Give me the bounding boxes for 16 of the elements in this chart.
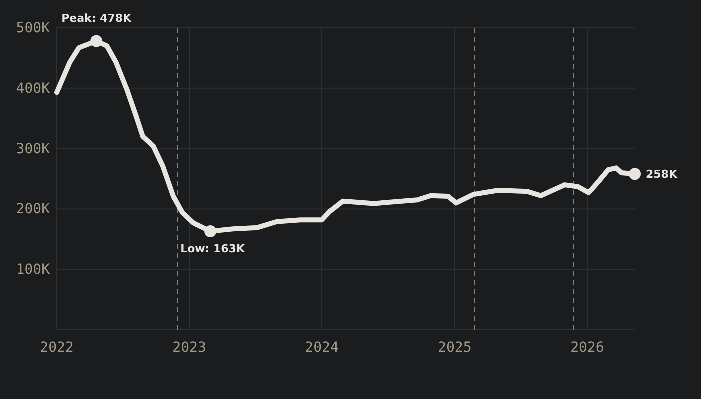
x-tick-label: 2023 (172, 340, 206, 356)
y-tick-label: 100K (16, 262, 51, 278)
annotation: Low: 163K (180, 242, 246, 256)
y-tick-label: 300K (16, 141, 51, 158)
point (629, 168, 641, 180)
y-tick-label: 500K (16, 20, 51, 36)
x-tick-label: 2025 (438, 340, 472, 356)
x-tick-label: 2024 (305, 340, 339, 356)
y-tick-label: 200K (16, 202, 51, 218)
annotation: Peak: 478K (62, 12, 132, 25)
x-tick-label: 2026 (570, 340, 604, 356)
point (204, 226, 217, 238)
y-tick-label: 400K (16, 80, 51, 97)
annotation: 258K (646, 168, 678, 182)
x-tick-label: 2022 (40, 340, 74, 356)
point (90, 35, 103, 48)
